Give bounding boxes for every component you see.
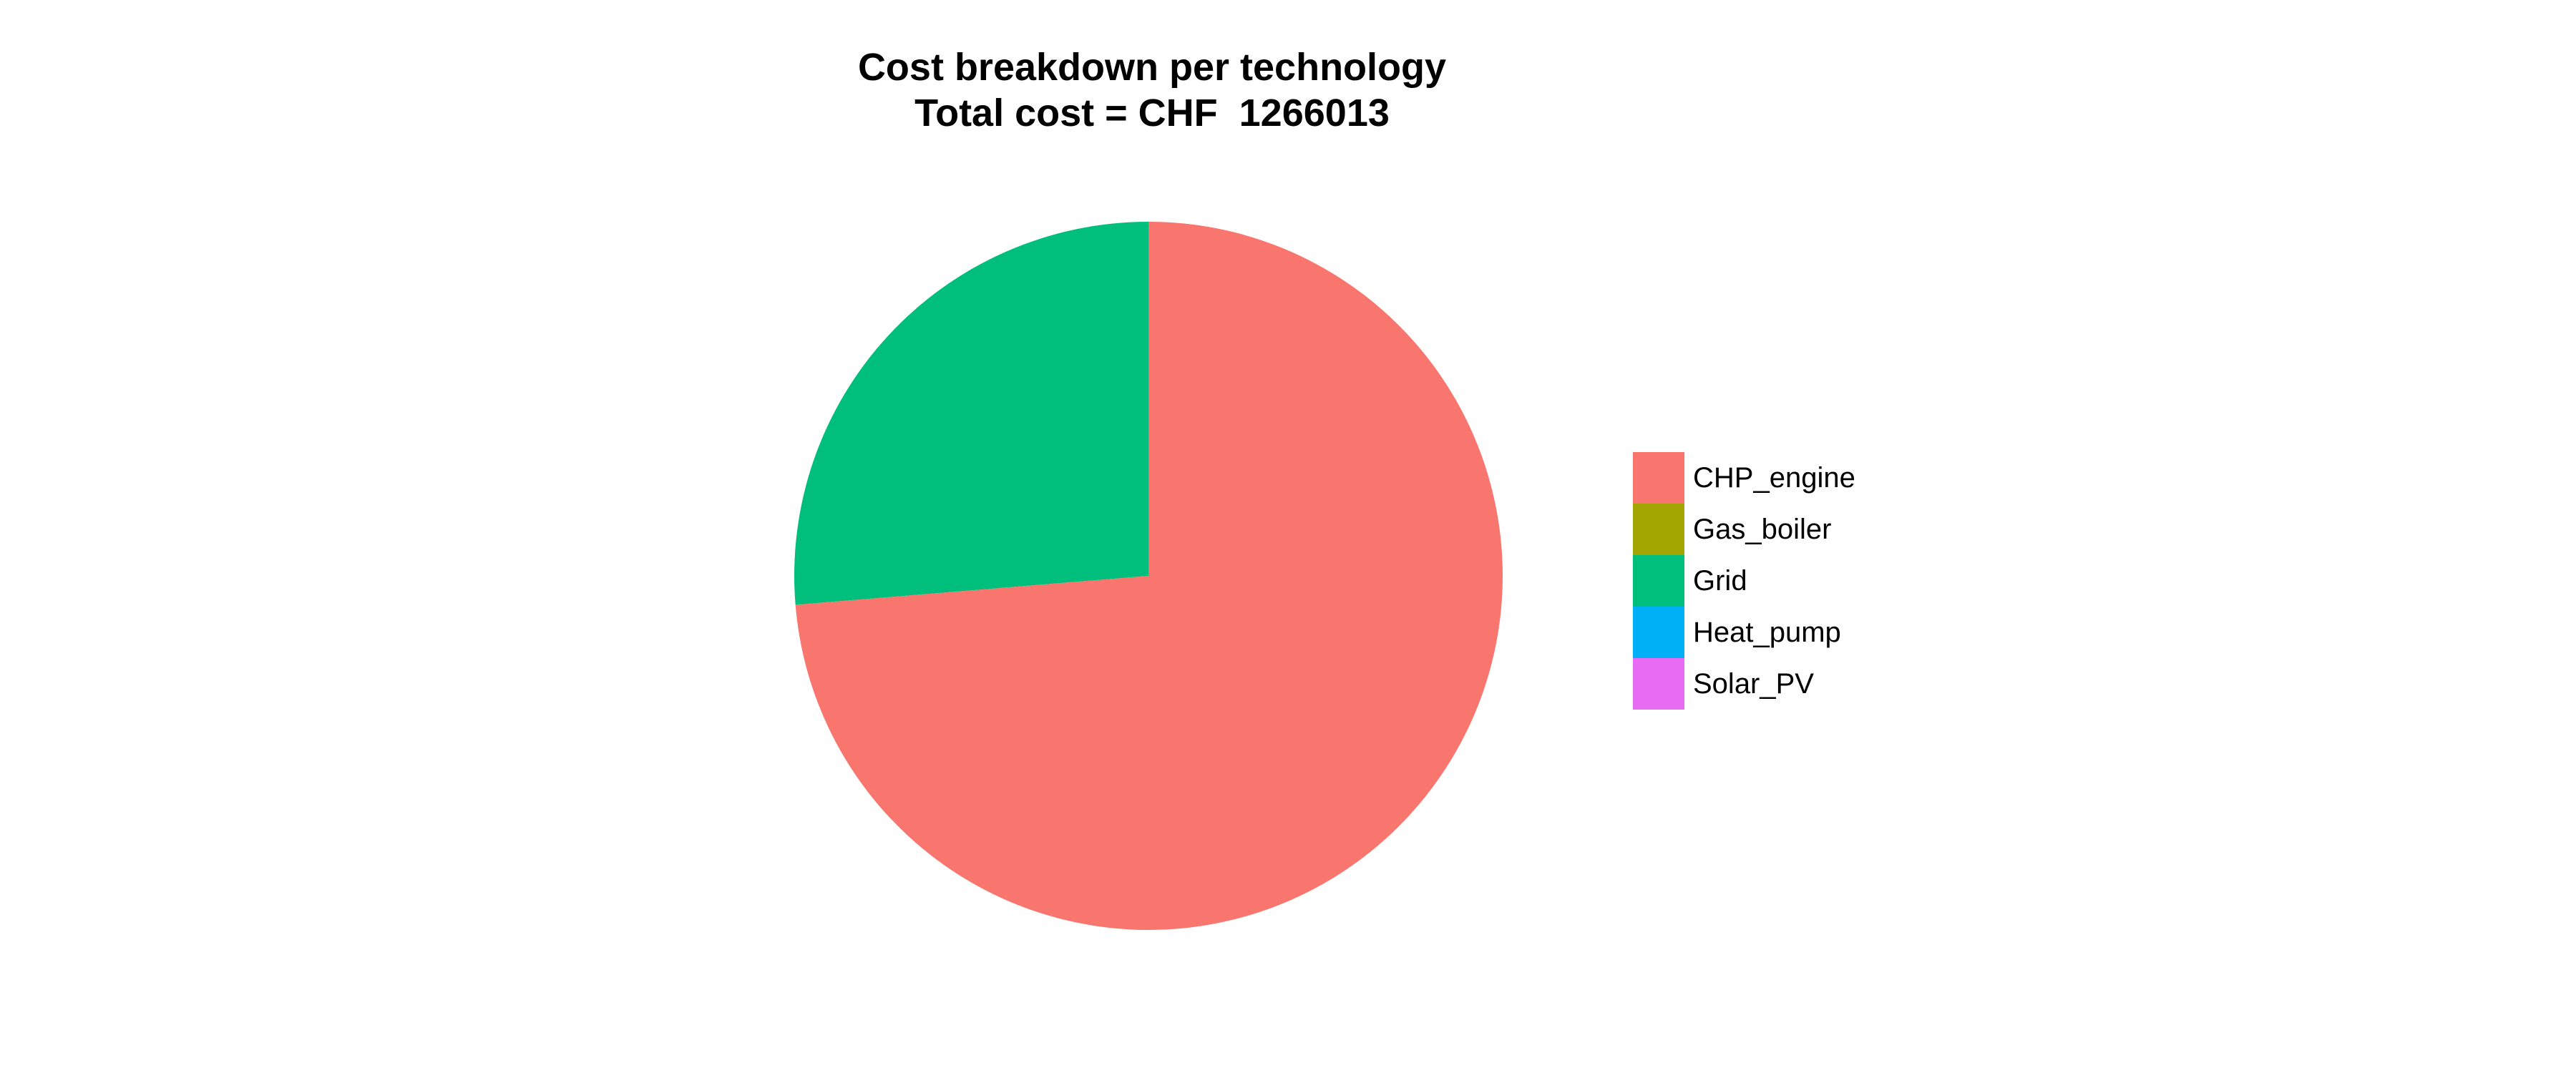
legend-label: Grid <box>1693 564 1747 597</box>
legend: CHP_engine Gas_boiler Grid Heat_pump Sol… <box>1633 452 1855 710</box>
legend-item-heat-pump: Heat_pump <box>1633 607 1855 658</box>
legend-item-solar-pv: Solar_PV <box>1633 658 1855 710</box>
pie-chart <box>794 222 1503 930</box>
legend-label: Solar_PV <box>1693 667 1814 700</box>
pie-slice-grid <box>794 222 1148 605</box>
chart-title: Cost breakdown per technology <box>857 46 1447 89</box>
legend-label: Heat_pump <box>1693 616 1841 648</box>
legend-item-gas-boiler: Gas_boiler <box>1633 504 1855 555</box>
legend-label: CHP_engine <box>1693 461 1855 494</box>
chart-title-block: Cost breakdown per technology Total cost… <box>794 44 1510 136</box>
legend-swatch <box>1633 504 1684 555</box>
legend-swatch <box>1633 658 1684 710</box>
chart-subtitle: Total cost = CHF 1266013 <box>914 92 1390 134</box>
legend-swatch <box>1633 452 1684 504</box>
legend-item-chp-engine: CHP_engine <box>1633 452 1855 504</box>
legend-label: Gas_boiler <box>1693 513 1832 545</box>
legend-swatch <box>1633 607 1684 658</box>
legend-swatch <box>1633 555 1684 607</box>
pie-slice-chp-engine <box>795 222 1503 930</box>
legend-item-grid: Grid <box>1633 555 1855 607</box>
